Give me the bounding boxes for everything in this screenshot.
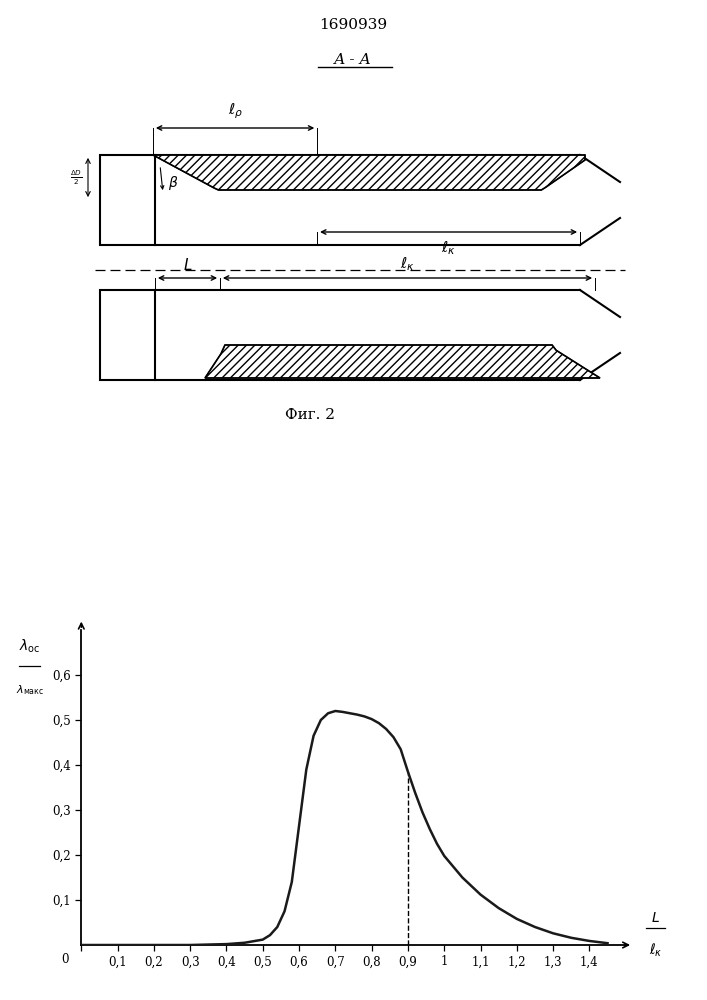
Text: 1690939: 1690939 [319,18,387,32]
Text: $\ell_\rho$: $\ell_\rho$ [228,101,243,121]
Text: $L$: $L$ [182,257,192,273]
Text: Фиг. 2: Фиг. 2 [285,408,335,422]
Polygon shape [205,345,600,378]
Bar [100,155,155,245]
Text: 0: 0 [62,953,69,966]
Text: $\lambda_{\rm \text{макс}}$: $\lambda_{\rm \text{макс}}$ [16,684,44,697]
Text: А - А: А - А [334,53,372,67]
Text: $\beta$: $\beta$ [168,174,178,192]
Text: $\lambda_{\rm oc}$: $\lambda_{\rm oc}$ [19,638,40,655]
Polygon shape [153,155,585,190]
Text: $\ell_\kappa$: $\ell_\kappa$ [441,239,456,257]
Bar [100,290,155,380]
Text: $\ell_\kappa$: $\ell_\kappa$ [400,255,415,273]
Text: $L$: $L$ [651,911,660,925]
Text: $\frac{\Delta D}{2}$: $\frac{\Delta D}{2}$ [71,168,83,187]
Text: $\ell_\kappa$: $\ell_\kappa$ [649,942,662,959]
